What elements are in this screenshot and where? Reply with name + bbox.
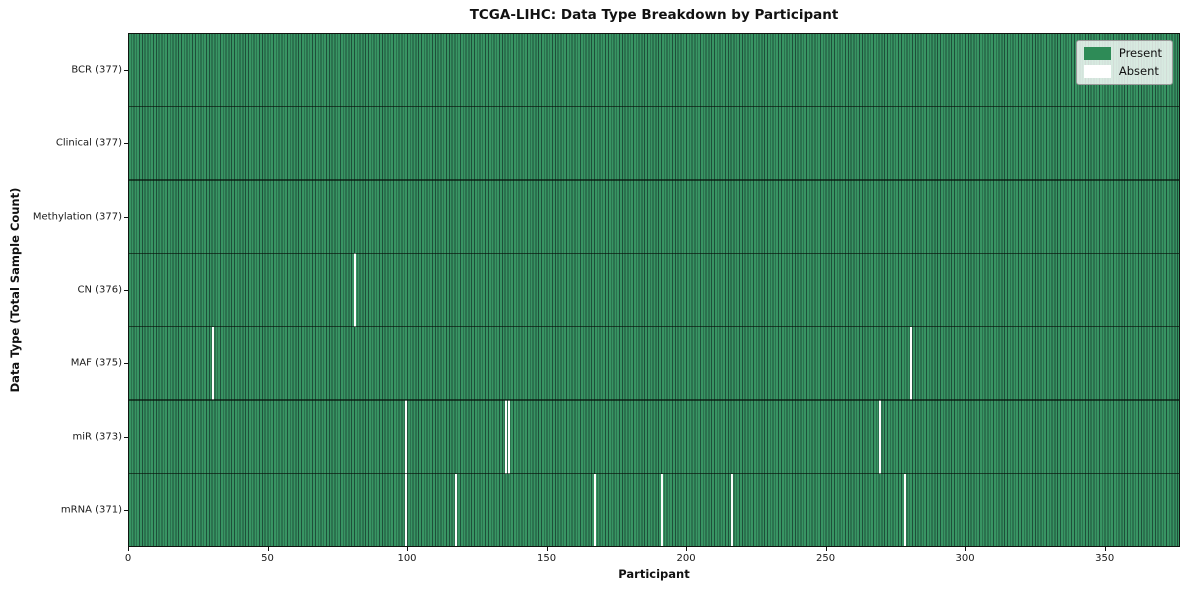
y-tick-mark — [124, 510, 128, 512]
y-tick-mark — [124, 290, 128, 291]
x-tick-mark — [686, 547, 688, 551]
x-tick-label: 300 — [955, 553, 975, 564]
absent-cell — [661, 473, 664, 547]
present-swatch — [1083, 47, 1111, 60]
y-tick-label: Clinical (377) — [55, 137, 122, 149]
y-tick-mark — [124, 143, 128, 145]
legend: Present Absent — [1075, 40, 1173, 85]
row-divider — [128, 105, 1180, 108]
absent-cell — [507, 400, 510, 474]
x-tick-label: 100 — [397, 553, 417, 564]
y-tick-label: mRNA (371) — [60, 504, 122, 516]
row-divider — [128, 252, 1180, 254]
x-tick-label: 50 — [261, 553, 274, 564]
legend-item-absent: Absent — [1083, 64, 1162, 78]
x-tick-mark — [546, 547, 548, 551]
absent-cell — [212, 326, 215, 401]
legend-label-present: Present — [1118, 46, 1162, 60]
x-tick-label: 150 — [537, 553, 557, 564]
absent-cell — [505, 400, 508, 474]
absent-cell — [404, 473, 407, 547]
y-axis-title: Data Type (Total Sample Count) — [8, 187, 22, 393]
y-tick-mark — [124, 363, 128, 365]
absent-cell — [354, 253, 357, 327]
y-tick-label: CN (376) — [77, 284, 122, 296]
absent-cell — [909, 326, 912, 401]
row-divider — [128, 326, 1180, 328]
absent-cell — [454, 473, 457, 547]
absent-cell — [731, 473, 734, 547]
y-tick-label: MAF (375) — [70, 357, 122, 369]
plot-area: Present Absent — [128, 33, 1180, 547]
absent-cell — [404, 400, 407, 474]
x-tick-label: 200 — [676, 553, 696, 564]
row-divider — [128, 399, 1180, 401]
y-tick-mark — [124, 216, 128, 218]
absent-swatch — [1083, 65, 1111, 78]
chart-title: TCGA-LIHC: Data Type Breakdown by Partic… — [469, 7, 839, 23]
x-tick-label: 250 — [816, 553, 836, 564]
axes-frame — [128, 33, 1180, 547]
x-tick-mark — [267, 547, 269, 551]
absent-cell — [904, 473, 907, 547]
x-tick-mark — [825, 547, 827, 551]
x-tick-mark — [407, 547, 408, 551]
legend-item-present: Present — [1083, 46, 1162, 60]
y-tick-label: Methylation (377) — [32, 211, 122, 223]
y-tick-mark — [124, 436, 128, 438]
x-tick-label: 350 — [1095, 553, 1115, 564]
y-tick-mark — [124, 69, 128, 71]
x-tick-mark — [128, 547, 129, 551]
x-tick-mark — [965, 547, 967, 551]
row-divider — [128, 179, 1180, 181]
absent-cell — [594, 473, 597, 547]
row-divider — [128, 472, 1180, 475]
x-tick-label: 0 — [124, 553, 132, 564]
x-tick-mark — [1104, 547, 1106, 551]
y-tick-label: BCR (377) — [71, 64, 122, 76]
absent-cell — [878, 400, 882, 474]
y-tick-label: miR (373) — [72, 431, 122, 443]
x-axis-title: Participant — [618, 567, 690, 581]
legend-label-absent: Absent — [1118, 64, 1159, 78]
